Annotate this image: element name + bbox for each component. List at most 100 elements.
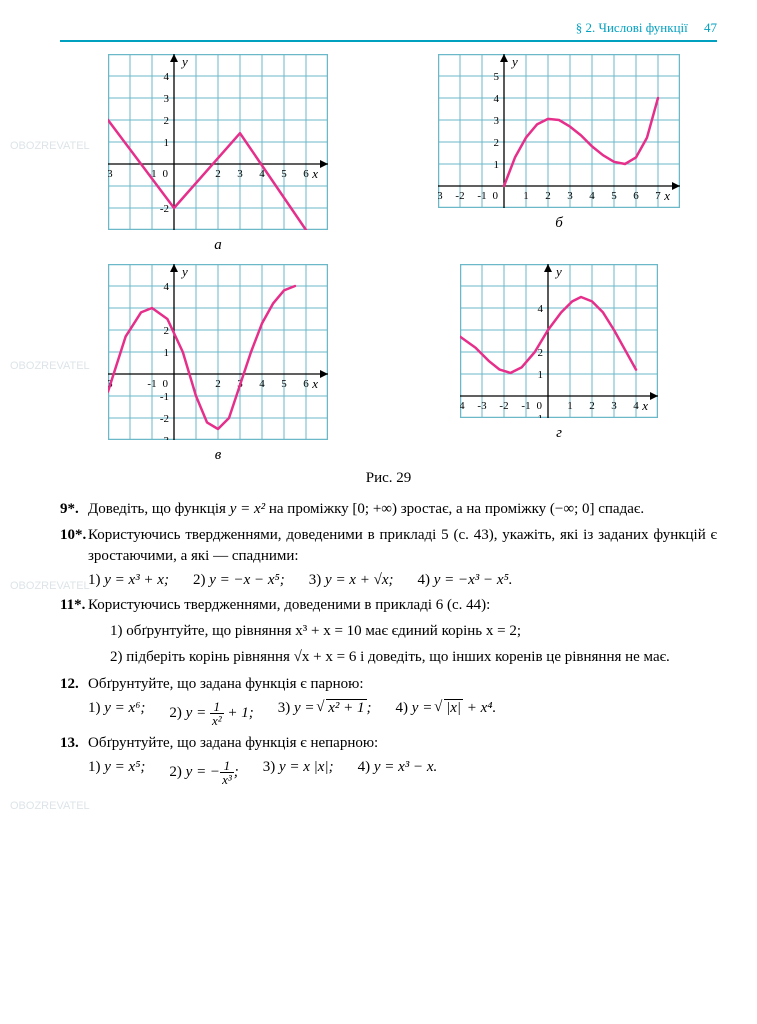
problem-12-items: 1) y = x⁶; 2) y = 1x² + 1; 3) y = x² + 1… (60, 700, 717, 727)
svg-text:2: 2 (545, 190, 551, 202)
subitem: 2) y = −1x³; (169, 759, 238, 786)
svg-text:3: 3 (567, 190, 573, 202)
problem-text: Користуючись твердженнями, доведеними в … (88, 527, 717, 563)
svg-text:2: 2 (538, 347, 544, 359)
svg-text:3: 3 (611, 400, 617, 412)
subitem: 1) y = x⁶; (88, 700, 145, 727)
svg-text:2: 2 (164, 325, 170, 337)
svg-text:x: x (663, 188, 670, 203)
graph-a: -3-123456-212340yx (108, 54, 328, 230)
problem-11: 11*. Користуючись твердженнями, доведени… (60, 595, 717, 615)
svg-text:4: 4 (259, 378, 265, 390)
textbook-page: § 2. Числові функції 47 -3 -1 2 3 4 5 6 -2 1 2 3 4 0… (0, 0, 757, 806)
svg-text:5: 5 (494, 71, 500, 83)
graph-b: -3-2-11234567123450yx (438, 54, 680, 208)
subitem: 3) y = x |x|; (263, 759, 334, 786)
graph-b-cell: -3-2-11234567123450yx б (401, 54, 717, 254)
svg-text:6: 6 (303, 378, 309, 390)
subitem: 4) y = |x| + x⁴. (396, 700, 497, 727)
subitem: 2) y = 1x² + 1; (169, 700, 253, 727)
figure-caption: Рис. 29 (60, 470, 717, 487)
svg-text:x: x (311, 376, 318, 391)
graph-a-cell: -3-123456-212340yx а (60, 54, 376, 254)
svg-text:4: 4 (164, 71, 170, 83)
problem-number: 9*. (60, 499, 79, 519)
problem-text: Користуючись твердженнями, доведеними в … (88, 597, 490, 613)
svg-text:5: 5 (281, 168, 287, 180)
svg-text:1: 1 (523, 190, 529, 202)
svg-text:2: 2 (164, 115, 170, 127)
subitem: 4) y = x³ − x. (358, 759, 438, 786)
problem-9: 9*. Доведіть, що функція y = x² на промі… (60, 499, 717, 519)
svg-text:-4: -4 (460, 400, 465, 412)
subitem: 3) y = x² + 1; (278, 700, 372, 727)
graph-a-caption: а (60, 237, 376, 254)
problem-text: Доведіть, що функція y = x² на проміжку … (88, 501, 644, 517)
svg-text:-3: -3 (160, 435, 170, 440)
svg-text:4: 4 (538, 303, 544, 315)
subitem: 1) y = x³ + x; (88, 572, 169, 589)
svg-text:2: 2 (215, 378, 221, 390)
svg-text:1: 1 (538, 369, 544, 381)
svg-text:x: x (311, 166, 318, 181)
svg-text:-2: -2 (455, 190, 464, 202)
subitem: 3) y = x + √x; (309, 572, 394, 589)
problem-10-items: 1) y = x³ + x; 2) y = −x − x⁵; 3) y = x … (60, 572, 717, 589)
graph-c-caption: в (60, 447, 376, 464)
problem-11-sub1: 1) обґрунтуйте, що рівняння x³ + x = 10 … (60, 621, 717, 641)
svg-text:0: 0 (163, 168, 169, 180)
svg-text:4: 4 (589, 190, 595, 202)
graph-grid: -3-123456-212340yx а -3-2-11234567123450… (60, 54, 717, 464)
svg-text:-2: -2 (160, 203, 169, 215)
subitem: 1) y = x⁵; (88, 759, 145, 786)
problem-text: Обґрунтуйте, що задана функція є парною: (88, 676, 364, 692)
svg-text:-1: -1 (534, 413, 543, 418)
svg-text:-2: -2 (160, 413, 169, 425)
subitem: 4) y = −x³ − x⁵. (417, 572, 512, 589)
graph-d-cell: -4-3-2-11234-11240yx г (401, 264, 717, 464)
graph-c: -3-123456-3-2-11240yx (108, 264, 328, 440)
problem-number: 12. (60, 674, 79, 694)
svg-text:1: 1 (567, 400, 573, 412)
svg-text:1: 1 (164, 347, 170, 359)
svg-text:6: 6 (633, 190, 639, 202)
svg-text:2: 2 (215, 168, 221, 180)
svg-text:-1: -1 (477, 190, 486, 202)
graph-d-caption: г (401, 425, 717, 442)
svg-text:y: y (510, 54, 518, 69)
graph-d: -4-3-2-11234-11240yx (460, 264, 658, 418)
problem-13-items: 1) y = x⁵; 2) y = −1x³; 3) y = x |x|; 4)… (60, 759, 717, 786)
svg-text:2: 2 (494, 137, 500, 149)
problem-11-sub2: 2) підберіть корінь рівняння √x + x = 6 … (60, 647, 717, 667)
svg-text:5: 5 (611, 190, 617, 202)
problem-text: Обґрунтуйте, що задана функція є непарно… (88, 735, 378, 751)
svg-text:-3: -3 (477, 400, 487, 412)
svg-text:6: 6 (303, 168, 309, 180)
svg-text:4: 4 (164, 281, 170, 293)
problem-number: 13. (60, 733, 79, 753)
graph-b-caption: б (401, 215, 717, 232)
page-number: 47 (704, 20, 717, 35)
problem-number: 10*. (60, 525, 86, 545)
svg-text:y: y (554, 264, 562, 279)
graph-c-cell: -3-123456-3-2-11240yx в (60, 264, 376, 464)
svg-text:7: 7 (655, 190, 661, 202)
problem-10: 10*. Користуючись твердженнями, доведени… (60, 525, 717, 566)
problem-number: 11*. (60, 595, 85, 615)
page-header: § 2. Числові функції 47 (60, 20, 717, 36)
svg-text:-1: -1 (160, 391, 169, 403)
problem-13: 13. Обґрунтуйте, що задана функція є неп… (60, 733, 717, 753)
svg-text:1: 1 (164, 137, 170, 149)
svg-text:-1: -1 (147, 378, 156, 390)
svg-text:3: 3 (494, 115, 500, 127)
problem-12: 12. Обґрунтуйте, що задана функція є пар… (60, 674, 717, 694)
svg-text:x: x (641, 398, 648, 413)
svg-text:4: 4 (494, 93, 500, 105)
svg-text:-3: -3 (108, 168, 113, 180)
svg-text:0: 0 (537, 400, 543, 412)
svg-text:1: 1 (494, 159, 500, 171)
svg-text:-1: -1 (521, 400, 530, 412)
svg-text:4: 4 (633, 400, 639, 412)
svg-text:-2: -2 (499, 400, 508, 412)
svg-text:y: y (180, 54, 188, 69)
